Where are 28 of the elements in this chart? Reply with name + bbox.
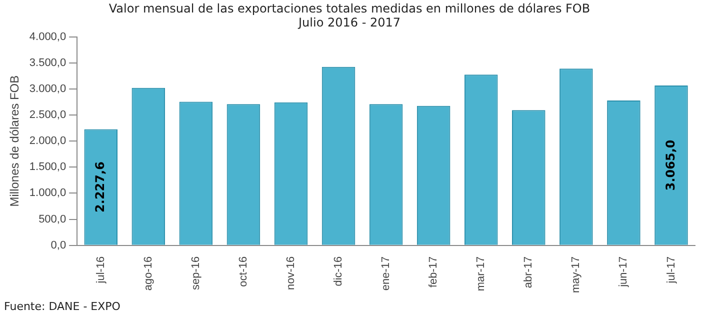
y-tick-label: 3.000,0 — [29, 82, 66, 95]
source-note: Fuente: DANE - EXPO — [4, 300, 120, 313]
x-tick-label: sep-16 — [190, 256, 202, 290]
y-tick-label: 4.000,0 — [29, 30, 66, 43]
chart-title: Valor mensual de las exportaciones totales medidas en millones de dólares FOB — [108, 1, 590, 16]
x-tick-label: abr-17 — [522, 256, 535, 288]
x-tick-label: ago-16 — [142, 256, 154, 291]
x-tick-label: dic-16 — [332, 256, 345, 286]
x-tick-label: jul-16 — [94, 256, 107, 284]
y-axis-title: Millones de dólares FOB — [8, 75, 22, 207]
y-tick-label: 3.500,0 — [29, 56, 66, 69]
y-tick-label: 0,0 — [50, 239, 66, 252]
x-tick-label: jun-17 — [618, 256, 630, 288]
x-tick-label: jul-17 — [665, 256, 678, 284]
chart-subtitle: Julio 2016 - 2017 — [297, 16, 401, 30]
x-tick-label: oct-16 — [237, 256, 250, 287]
y-tick-label: 2.500,0 — [29, 109, 66, 122]
y-tick-label: 500,0 — [38, 213, 66, 226]
y-tick-label: 1.000,0 — [29, 187, 66, 200]
x-tick-label: feb-17 — [428, 256, 440, 288]
x-tick-label: nov-16 — [285, 256, 298, 290]
x-tick-label: may-17 — [570, 256, 582, 294]
x-tick-label: ene-17 — [380, 256, 392, 291]
x-tick-label: mar-17 — [475, 256, 488, 292]
data-label: 2.227,6 — [92, 162, 107, 212]
y-tick-label: 1.500,0 — [29, 161, 66, 174]
y-tick-label: 2.000,0 — [29, 135, 66, 148]
data-label: 3.065,0 — [663, 140, 678, 191]
